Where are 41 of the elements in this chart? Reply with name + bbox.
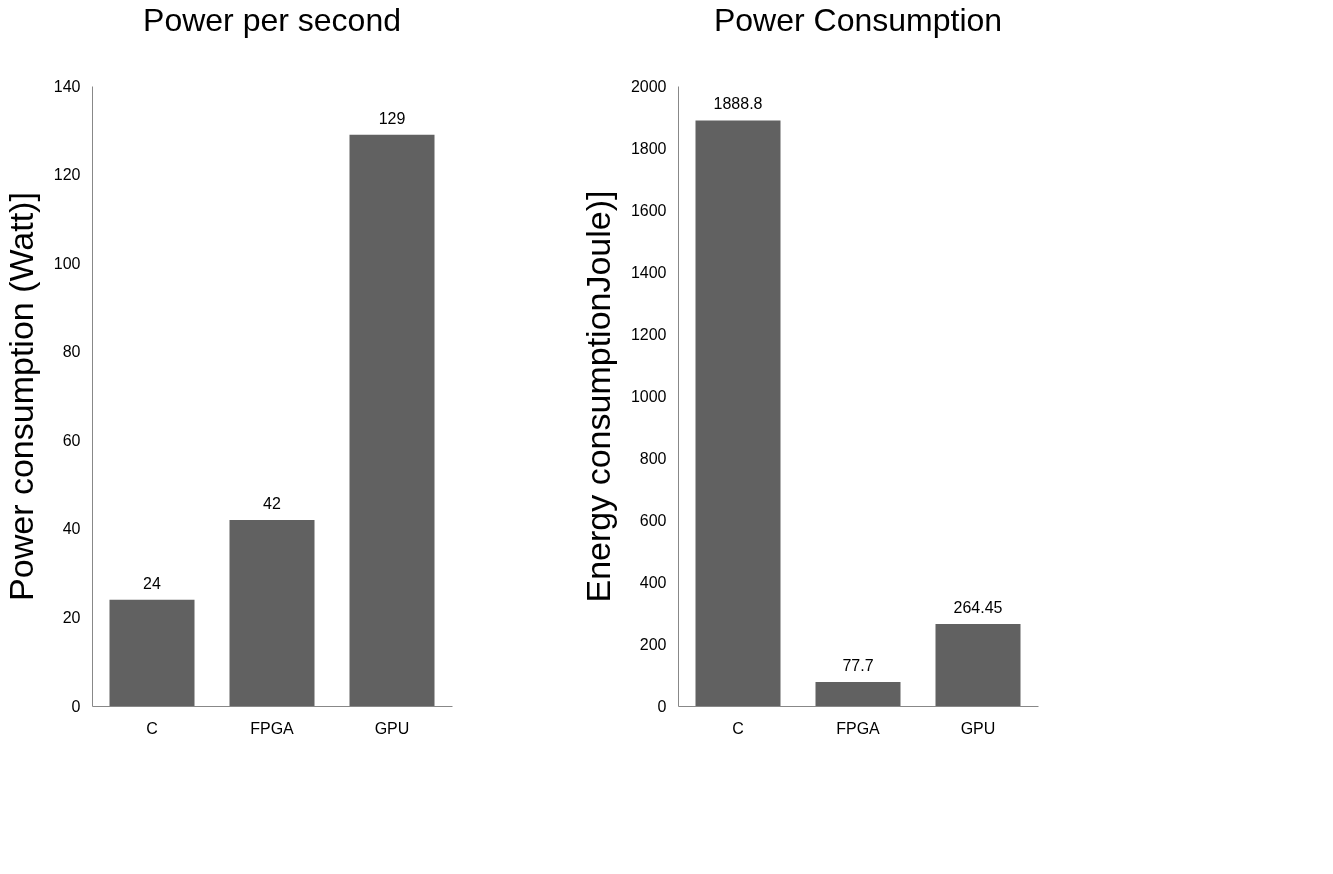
bar xyxy=(815,681,901,706)
x-tick-label: FPGA xyxy=(250,719,295,737)
chart-title: Power per second xyxy=(143,2,401,38)
x-tick-label: GPU xyxy=(374,719,410,737)
y-axis-title: Energy consumptionJoule)] xyxy=(578,190,617,603)
y-tick-label: 100 xyxy=(53,254,81,272)
y-tick-label: 140 xyxy=(53,77,81,95)
y-tick-label: 800 xyxy=(639,449,667,467)
data-label: 264.45 xyxy=(953,599,1003,617)
y-tick-label: 20 xyxy=(62,608,81,626)
bar xyxy=(109,599,195,706)
y-tick-label: 400 xyxy=(639,573,667,591)
y-tick-label: 40 xyxy=(62,520,81,538)
y-tick-label: 200 xyxy=(639,635,667,653)
bar xyxy=(695,120,781,706)
y-tick-label: 1600 xyxy=(630,201,667,219)
y-tick-label: 1000 xyxy=(630,387,667,405)
data-label: 42 xyxy=(263,495,281,512)
y-tick-label: 80 xyxy=(62,343,81,361)
chart-title: Power Consumption xyxy=(713,2,1003,38)
bar xyxy=(935,624,1021,706)
y-tick-label: 60 xyxy=(62,431,81,449)
y-tick-label: 120 xyxy=(53,166,81,184)
data-label: 1888.8 xyxy=(713,95,763,113)
bar xyxy=(229,520,315,706)
y-tick-label: 0 xyxy=(657,697,667,715)
data-label: 129 xyxy=(378,109,406,127)
y-tick-label: 600 xyxy=(639,511,667,529)
data-label: 24 xyxy=(143,574,161,592)
y-tick-label: 2000 xyxy=(630,77,667,95)
y-axis-title: Power consumption (Watt)] xyxy=(1,192,40,601)
y-tick-label: 1800 xyxy=(630,139,667,157)
x-tick-label: GPU xyxy=(960,719,996,737)
y-tick-label: 0 xyxy=(71,697,81,715)
x-tick-label: C xyxy=(146,719,158,737)
y-tick-label: 1200 xyxy=(630,325,667,343)
bar xyxy=(349,134,435,706)
y-tick-label: 1400 xyxy=(630,263,667,281)
x-tick-label: FPGA xyxy=(836,719,881,737)
x-tick-label: C xyxy=(732,719,744,737)
data-label: 77.7 xyxy=(842,656,874,674)
